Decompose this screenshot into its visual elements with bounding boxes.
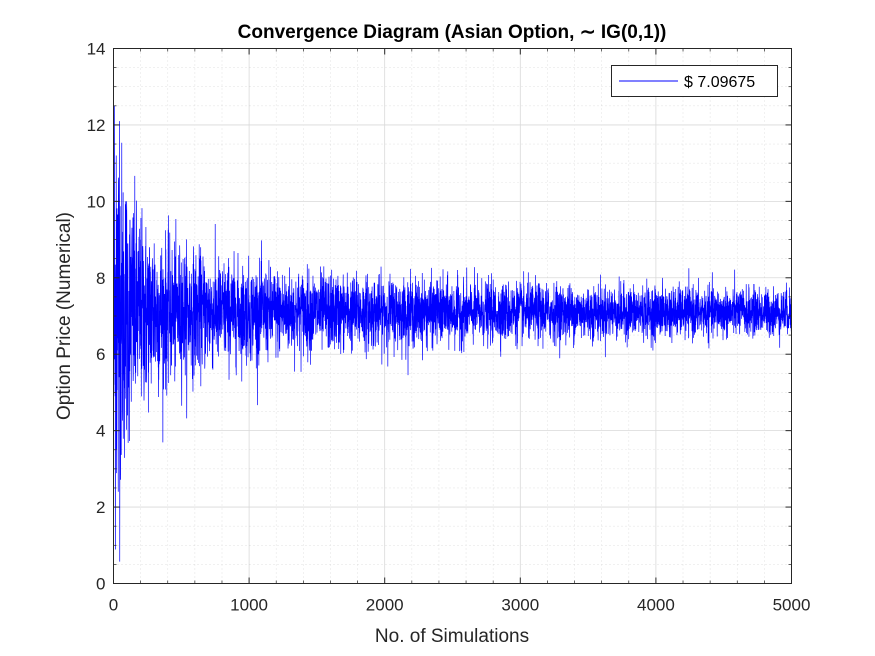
chart-title: Convergence Diagram (Asian Option, ∼ IG(… — [238, 22, 667, 43]
y-tick-label: 12 — [87, 116, 106, 135]
major-grid — [113, 48, 792, 584]
series-layer — [113, 105, 792, 580]
x-tick-label: 3000 — [501, 596, 539, 615]
y-tick-labels: 0 2 4 6 8 10 12 14 — [87, 40, 106, 594]
y-axis-label: Option Price (Numerical) — [54, 212, 75, 420]
x-tick-label: 2000 — [366, 596, 404, 615]
y-tick-label: 2 — [96, 498, 105, 517]
x-tick-label: 5000 — [773, 596, 811, 615]
series-line — [113, 105, 792, 580]
y-tick-label: 4 — [96, 422, 105, 441]
x-tick-labels: 0 1000 2000 3000 4000 5000 — [109, 596, 811, 615]
x-tick-label: 0 — [109, 596, 118, 615]
tick-marks — [113, 48, 792, 584]
y-tick-label: 8 — [96, 269, 105, 288]
x-tick-label: 1000 — [230, 596, 268, 615]
x-tick-label: 4000 — [637, 596, 675, 615]
legend-entry-label: $ 7.09675 — [684, 74, 755, 91]
legend: $ 7.09675 — [611, 65, 778, 97]
y-tick-label: 14 — [87, 40, 106, 59]
y-tick-label: 6 — [96, 345, 105, 364]
x-axis-label: No. of Simulations — [375, 626, 529, 647]
y-tick-label: 0 — [96, 575, 105, 594]
y-tick-label: 10 — [87, 192, 106, 211]
